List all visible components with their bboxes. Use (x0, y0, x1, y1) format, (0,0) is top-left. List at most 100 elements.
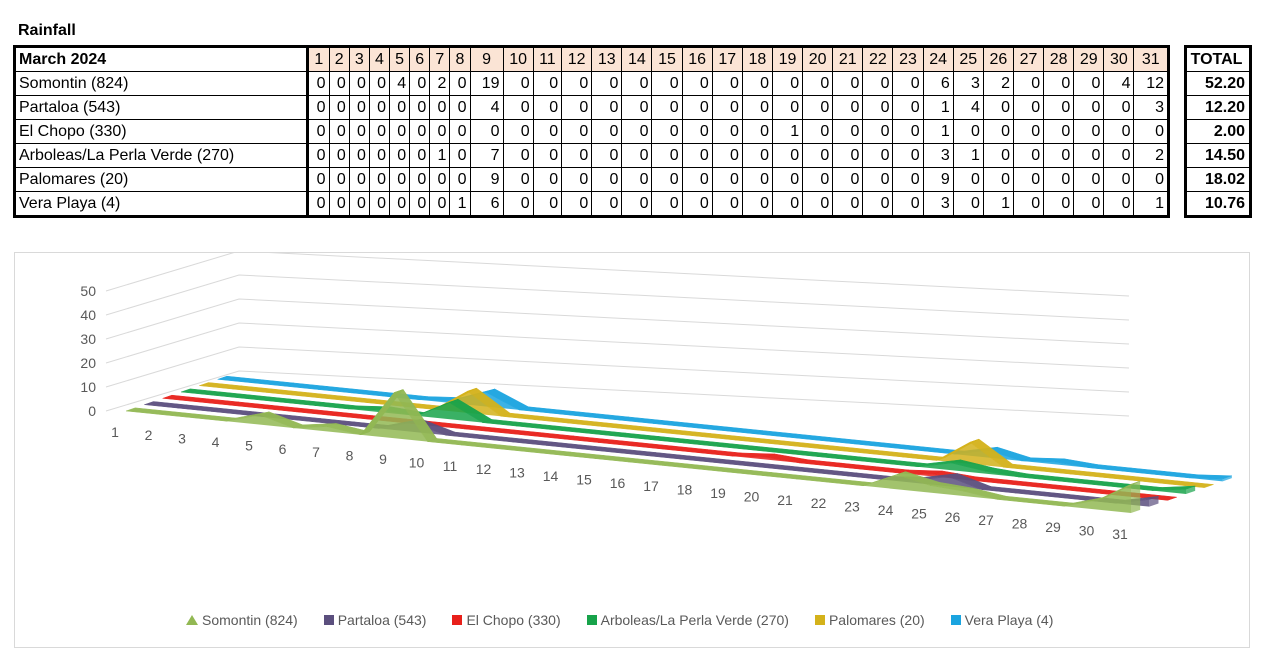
rainfall-cell: 0 (532, 167, 563, 192)
rainfall-cell: 1 (982, 191, 1014, 217)
series-surface-segment (1152, 485, 1196, 491)
rainfall-cell: 0 (832, 71, 864, 96)
day-header: 31 (1133, 46, 1169, 72)
rainfall-cell: 0 (1012, 143, 1045, 168)
total-row: 2.00 (1185, 119, 1251, 144)
totals-table: TOTAL 52.20 12.20 2.00 14.50 18.02 10.76 (1184, 45, 1252, 218)
rainfall-cell: 0 (409, 95, 431, 120)
legend-label: Arboleas/La Perla Verde (270) (600, 612, 789, 628)
x-tick-label: 23 (844, 499, 860, 515)
rainfall-cell: 0 (591, 119, 623, 144)
rainfall-cell: 0 (651, 119, 683, 144)
rainfall-cell: 0 (532, 95, 563, 120)
rainfall-cell: 0 (561, 167, 593, 192)
rainfall-cell: 0 (952, 119, 984, 144)
rainfall-cell: 0 (892, 95, 924, 120)
gridline (105, 274, 1130, 321)
rainfall-cell: 0 (832, 191, 864, 217)
series-group (125, 388, 1141, 513)
series-end-cap (1186, 486, 1196, 494)
rainfall-cell: 0 (307, 191, 330, 217)
legend-item: Partaloa (543) (323, 612, 426, 628)
series-surface-segment (1097, 480, 1141, 501)
rainfall-cell: 0 (862, 191, 894, 217)
rainfall-cell: 0 (892, 119, 924, 144)
table-row: Somontin (824) 0 0 0 0 4 0 2 0 19 0 0 0 0 0 0 0 0 0 0 0 0 0 0 6 3… (14, 71, 1169, 96)
legend-swatch (950, 615, 961, 625)
rainfall-cell: 0 (449, 167, 471, 192)
rainfall-cell: 0 (388, 119, 411, 144)
series-group (199, 382, 1214, 488)
rainfall-cell: 0 (711, 119, 743, 144)
x-tick-label: 11 (443, 458, 458, 474)
rainfall-cell: 0 (802, 95, 834, 120)
day-header: 14 (621, 46, 653, 72)
x-tick-label: 20 (744, 488, 760, 504)
rainfall-cell: 0 (621, 71, 653, 96)
rainfall-cell: 0 (892, 167, 924, 192)
rainfall-cell: 0 (1012, 95, 1045, 120)
x-tick-label: 15 (576, 471, 592, 487)
total-value: 14.50 (1185, 143, 1251, 168)
station-name: Partaloa (543) (14, 95, 309, 120)
day-header: 2 (328, 46, 350, 72)
z-tick-label: 20 (80, 355, 96, 371)
rainfall-cell: 0 (502, 119, 534, 144)
legend-label: Palomares (20) (828, 612, 925, 628)
rainfall-cell: 0 (561, 95, 593, 120)
rainfall-cell: 0 (741, 167, 773, 192)
rainfall-cell: 0 (1133, 119, 1169, 144)
rainfall-table: March 2024 1 2 3 4 5 6 7 8 9 10 11 12 13 14 15 16 17 18 19 2… (13, 45, 1170, 218)
rainfall-cell: 0 (741, 119, 773, 144)
corner-label: March 2024 (14, 46, 309, 72)
rainfall-cell: 0 (328, 71, 350, 96)
table-row: Arboleas/La Perla Verde (270) 0 0 0 0 0 0 1 0 7 0 0… (14, 143, 1169, 168)
rainfall-cell: 4 (952, 95, 984, 120)
legend-item: Somontin (824) (186, 612, 298, 628)
x-tick-label: 2 (145, 427, 153, 443)
rainfall-cell: 0 (802, 119, 834, 144)
rainfall-cell: 0 (621, 95, 653, 120)
rainfall-cell: 0 (1012, 71, 1045, 96)
legend-swatch (452, 615, 463, 625)
day-header: 3 (348, 46, 370, 72)
rainfall-cell: 0 (532, 191, 563, 217)
rainfall-cell: 3 (922, 143, 954, 168)
rainfall-cell: 0 (591, 143, 623, 168)
rainfall-cell: 0 (532, 71, 563, 96)
rainfall-cell: 0 (429, 167, 451, 192)
legend-swatch (186, 615, 198, 625)
rainfall-cell: 0 (469, 119, 504, 144)
legend-item: Palomares (20) (814, 612, 925, 628)
total-value: 18.02 (1185, 167, 1251, 192)
rainfall-cell: 0 (711, 71, 743, 96)
legend-item: Vera Playa (4) (950, 612, 1053, 628)
rainfall-cell: 0 (892, 143, 924, 168)
day-header: 1 (307, 46, 330, 72)
rainfall-cell: 0 (771, 143, 804, 168)
rainfall-cell: 0 (429, 191, 451, 217)
x-tick-label: 8 (346, 448, 354, 464)
table-row: Vera Playa (4) 0 0 0 0 0 0 0 1 6 0 0 0 0 0 0 0 0 0 0 0 0 0 0 3 0 1… (14, 191, 1169, 217)
rainfall-cell: 0 (1073, 119, 1105, 144)
day-header: 27 (1012, 46, 1045, 72)
rainfall-cell: 0 (621, 167, 653, 192)
rainfall-cell: 0 (651, 143, 683, 168)
rainfall-cell: 0 (1073, 167, 1105, 192)
x-tick-label: 22 (811, 495, 827, 511)
station-name: Arboleas/La Perla Verde (270) (14, 143, 309, 168)
x-tick-label: 1 (111, 424, 119, 440)
rainfall-cell: 0 (532, 119, 563, 144)
x-tick-label: 17 (643, 478, 659, 494)
rainfall-cell: 0 (832, 119, 864, 144)
total-header: TOTAL (1185, 46, 1251, 72)
rainfall-cell: 0 (1043, 167, 1075, 192)
rainfall-cell: 0 (1012, 191, 1045, 217)
rainfall-cell: 0 (307, 71, 330, 96)
rainfall-cell: 0 (621, 191, 653, 217)
rainfall-cell: 1 (449, 191, 471, 217)
rainfall-cell: 0 (561, 191, 593, 217)
rainfall-cell: 1 (922, 95, 954, 120)
x-tick-label: 7 (312, 444, 320, 460)
